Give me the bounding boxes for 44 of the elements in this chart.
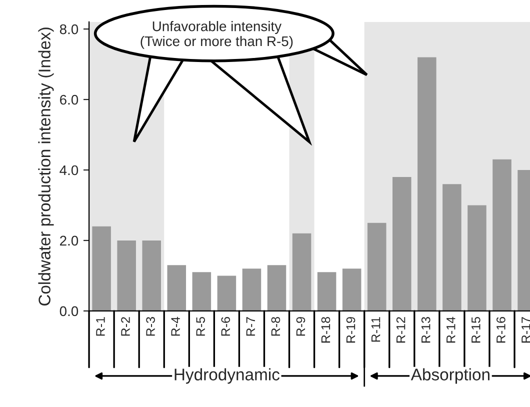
bar bbox=[418, 57, 436, 311]
bar bbox=[442, 184, 462, 311]
bar bbox=[217, 276, 236, 311]
bar bbox=[117, 240, 136, 311]
x-tick-label: R-15 bbox=[472, 317, 480, 343]
bar bbox=[292, 233, 312, 311]
y-tick-label: 4.0 bbox=[60, 165, 78, 176]
x-tick-label: R-3 bbox=[146, 317, 155, 336]
bar bbox=[492, 159, 512, 311]
annotation: Unfavorable intensity (Twice or more than R-5) bbox=[140, 21, 293, 49]
y-tick-label: 0.0 bbox=[60, 306, 78, 316]
bar bbox=[392, 177, 412, 311]
x-tick-label: R-12 bbox=[396, 317, 406, 343]
x-tick-label: R-9 bbox=[296, 317, 306, 336]
text: Absorption bbox=[410, 368, 490, 384]
x-tick-label: R-11 bbox=[371, 317, 380, 342]
y-axis-title: Coldwater production intensity (Index) bbox=[38, 28, 54, 306]
x-tick-label: R-13 bbox=[421, 317, 430, 343]
x-tick-label: R-2 bbox=[121, 317, 130, 336]
x-tick-label: R-6 bbox=[221, 317, 230, 336]
bar bbox=[342, 268, 362, 311]
x-tick-label: R-14 bbox=[446, 316, 456, 343]
y-tick-label: 2.0 bbox=[60, 236, 78, 246]
bar bbox=[468, 205, 486, 311]
bar bbox=[367, 222, 386, 311]
x-tick-label: R-5 bbox=[196, 317, 206, 336]
x-tick-label: R-19 bbox=[346, 317, 356, 343]
x-tick-label: R-4 bbox=[171, 316, 180, 336]
x-tick-label: R-7 bbox=[246, 317, 255, 336]
bar bbox=[142, 240, 161, 311]
bar bbox=[192, 272, 212, 311]
bar bbox=[167, 265, 186, 311]
bar bbox=[92, 226, 111, 311]
bar bbox=[317, 272, 336, 311]
x-tick-label: R-18 bbox=[321, 317, 330, 343]
y-tick-label: 6.0 bbox=[60, 94, 78, 105]
x-tick-label: R-17 bbox=[522, 317, 530, 343]
y-tick-label: 8.0 bbox=[60, 24, 78, 34]
bar bbox=[267, 265, 286, 311]
bar bbox=[242, 268, 262, 311]
x-tick-label: R-16 bbox=[496, 317, 506, 343]
text: Hydrodynamic bbox=[174, 368, 280, 384]
x-tick-label: R-8 bbox=[271, 317, 280, 336]
x-tick-label: R-1 bbox=[96, 317, 105, 336]
